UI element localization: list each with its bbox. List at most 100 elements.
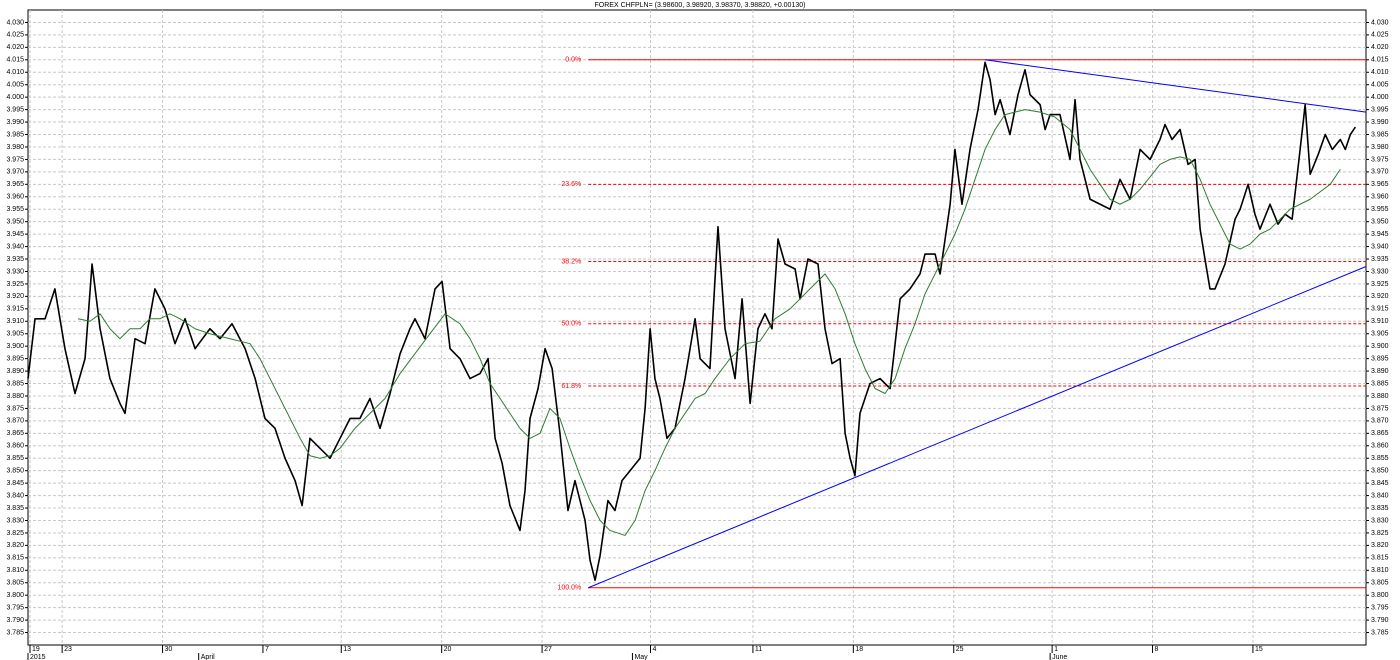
y-tick-label: 3.830 <box>1371 517 1389 524</box>
y-tick-label: 3.890 <box>1371 368 1389 375</box>
y-tick-label: 3.960 <box>6 194 24 201</box>
y-tick-label: 3.845 <box>1371 480 1389 487</box>
x-tick-label: 25 <box>956 646 964 653</box>
y-tick-label: 3.920 <box>6 293 24 300</box>
y-tick-label: 3.970 <box>1371 169 1389 176</box>
y-tick-label: 3.870 <box>6 418 24 425</box>
y-tick-label: 3.865 <box>1371 430 1389 437</box>
y-tick-label: 3.995 <box>6 106 24 113</box>
y-tick-label: 3.980 <box>6 144 24 151</box>
y-tick-label: 3.910 <box>6 318 24 325</box>
x-tick-label: 4 <box>653 646 657 653</box>
x-tick-label: 30 <box>165 646 173 653</box>
y-tick-label: 3.950 <box>6 219 24 226</box>
y-tick-label: 3.830 <box>6 517 24 524</box>
month-label: May <box>634 654 648 660</box>
y-tick-label: 3.990 <box>6 119 24 126</box>
y-tick-label: 4.025 <box>6 32 24 39</box>
y-tick-label: 3.800 <box>1371 592 1389 599</box>
y-tick-label: 3.815 <box>6 555 24 562</box>
y-tick-label: 3.865 <box>6 430 24 437</box>
y-tick-label: 3.925 <box>6 281 24 288</box>
x-tick-label: 13 <box>343 646 351 653</box>
y-tick-label: 3.850 <box>1371 468 1389 475</box>
y-tick-label: 3.905 <box>6 331 24 338</box>
y-tick-label: 3.965 <box>1371 181 1389 188</box>
x-tick-label: 19 <box>32 646 40 653</box>
y-tick-label: 4.010 <box>6 69 24 76</box>
y-tick-label: 3.875 <box>6 405 24 412</box>
y-tick-label: 3.985 <box>6 131 24 138</box>
fibonacci-label: 50.0% <box>561 321 581 328</box>
y-tick-label: 3.800 <box>6 592 24 599</box>
y-tick-label: 3.975 <box>6 156 24 163</box>
price-line <box>27 61 1357 582</box>
y-tick-label: 3.980 <box>1371 144 1389 151</box>
y-tick-label: 3.790 <box>1371 617 1389 624</box>
y-tick-label: 3.785 <box>6 629 24 636</box>
y-tick-label: 3.820 <box>1371 542 1389 549</box>
y-tick-label: 3.970 <box>6 169 24 176</box>
y-tick-label: 3.805 <box>6 580 24 587</box>
y-tick-label: 3.860 <box>6 443 24 450</box>
y-tick-label: 4.005 <box>6 82 24 89</box>
y-tick-label: 3.955 <box>1371 206 1389 213</box>
y-tick-label: 3.930 <box>6 268 24 275</box>
month-label: 2015 <box>30 654 46 660</box>
y-tick-label: 3.855 <box>1371 455 1389 462</box>
y-tick-label: 3.880 <box>1371 393 1389 400</box>
y-tick-label: 3.950 <box>1371 219 1389 226</box>
y-tick-label: 3.955 <box>6 206 24 213</box>
price-line <box>77 109 1341 536</box>
fibonacci-label: 38.2% <box>561 258 581 265</box>
x-tick-label: 20 <box>444 646 452 653</box>
y-tick-label: 3.855 <box>6 455 24 462</box>
y-tick-label: 4.025 <box>1371 32 1389 39</box>
y-tick-label: 4.015 <box>6 57 24 64</box>
y-tick-label: 4.005 <box>1371 82 1389 89</box>
y-tick-label: 3.985 <box>1371 131 1389 138</box>
x-tick-label: 7 <box>265 646 269 653</box>
fibonacci-label: 61.8% <box>561 383 581 390</box>
y-tick-label: 3.885 <box>6 380 24 387</box>
y-tick-label: 3.875 <box>1371 405 1389 412</box>
y-tick-label: 3.935 <box>6 256 24 263</box>
y-tick-label: 3.825 <box>1371 530 1389 537</box>
y-tick-label: 4.015 <box>1371 57 1389 64</box>
y-tick-label: 3.940 <box>6 243 24 250</box>
y-tick-label: 3.850 <box>6 468 24 475</box>
x-tick-label: 18 <box>855 646 863 653</box>
y-tick-label: 3.835 <box>1371 505 1389 512</box>
fibonacci-label: 0.0% <box>565 57 581 64</box>
y-tick-label: 3.880 <box>6 393 24 400</box>
y-tick-label: 3.915 <box>6 306 24 313</box>
y-tick-label: 3.840 <box>6 492 24 499</box>
y-tick-label: 4.020 <box>1371 44 1389 51</box>
y-tick-label: 3.910 <box>1371 318 1389 325</box>
y-tick-label: 4.030 <box>6 19 24 26</box>
y-tick-label: 3.895 <box>1371 355 1389 362</box>
y-tick-label: 3.860 <box>1371 443 1389 450</box>
y-tick-label: 3.990 <box>1371 119 1389 126</box>
y-tick-label: 3.945 <box>6 231 24 238</box>
y-tick-label: 3.925 <box>1371 281 1389 288</box>
month-label: June <box>1052 654 1067 660</box>
x-tick-label: 23 <box>64 646 72 653</box>
y-tick-label: 3.940 <box>1371 243 1389 250</box>
y-tick-label: 3.825 <box>6 530 24 537</box>
y-tick-label: 4.030 <box>1371 19 1389 26</box>
y-tick-label: 3.935 <box>1371 256 1389 263</box>
x-tick-label: 27 <box>544 646 552 653</box>
y-tick-label: 3.965 <box>6 181 24 188</box>
y-tick-label: 4.010 <box>1371 69 1389 76</box>
y-tick-label: 4.000 <box>1371 94 1389 101</box>
y-tick-label: 3.810 <box>6 567 24 574</box>
y-tick-label: 3.890 <box>6 368 24 375</box>
fibonacci-label: 23.6% <box>561 181 581 188</box>
y-tick-label: 3.805 <box>1371 580 1389 587</box>
y-tick-label: 3.900 <box>6 343 24 350</box>
y-tick-label: 3.930 <box>1371 268 1389 275</box>
x-tick-label: 1 <box>1054 646 1058 653</box>
month-label: April <box>201 654 215 660</box>
